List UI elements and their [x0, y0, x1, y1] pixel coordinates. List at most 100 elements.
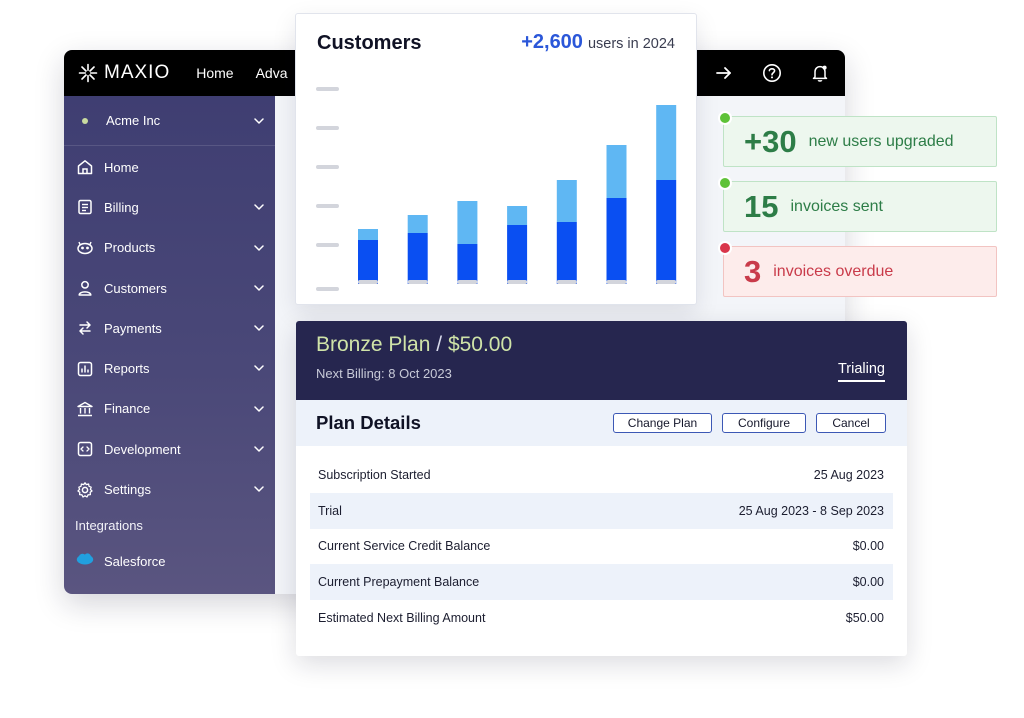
- bar-base: [407, 233, 428, 284]
- sidebar-item-finance[interactable]: Finance: [64, 389, 275, 429]
- bar-base: [656, 180, 677, 284]
- products-icon: [76, 239, 94, 257]
- configure-button[interactable]: Configure: [722, 413, 806, 433]
- chevron-down-icon: [254, 365, 264, 372]
- chart-stat: +2,600 users in 2024: [521, 31, 675, 54]
- badge-text: new users upgraded: [808, 132, 954, 150]
- bar-base: [606, 198, 627, 284]
- chart-title: Customers: [317, 32, 422, 54]
- sidebar-item-label: Products: [104, 240, 156, 256]
- table-row: Current Prepayment Balance $0.00: [310, 564, 893, 601]
- row-value: $0.00: [852, 575, 884, 590]
- plan-separator: /: [436, 333, 443, 356]
- stat-badge: 3 invoices overdue: [718, 241, 997, 297]
- plan-status-tab[interactable]: Trialing: [837, 361, 885, 382]
- development-icon: [76, 440, 94, 458]
- nav-home[interactable]: Home: [196, 65, 234, 81]
- row-value: $0.00: [852, 539, 884, 554]
- stat-badge: 15 invoices sent: [718, 176, 997, 232]
- chevron-down-icon: [254, 325, 264, 331]
- bar-added: [358, 229, 378, 240]
- badge-text: invoices overdue: [773, 262, 894, 280]
- plan-header: Bronze Plan / $50.00 Next Billing: 8 Oct…: [296, 321, 907, 400]
- maxio-logo-icon: [78, 63, 98, 83]
- sidebar-item-label: Customers: [104, 280, 167, 296]
- table-row: Estimated Next Billing Amount $50.00: [310, 600, 893, 636]
- sidebar-item-home[interactable]: Home: [64, 147, 275, 187]
- brand-name: MAXIO: [104, 62, 171, 83]
- sidebar-item-billing[interactable]: Billing: [64, 187, 275, 227]
- plan-card: Bronze Plan / $50.00 Next Billing: 8 Oct…: [296, 321, 907, 656]
- billing-icon: [76, 198, 94, 216]
- row-value: 25 Aug 2023 - 8 Sep 2023: [738, 503, 884, 518]
- nav-advanced[interactable]: Adva: [255, 65, 288, 81]
- sidebar-item-label: Payments: [104, 320, 162, 336]
- table-row: Current Service Credit Balance $0.00: [310, 529, 893, 565]
- row-label: Trial: [318, 503, 342, 518]
- customers-icon: [76, 279, 94, 297]
- sidebar-item-customers[interactable]: Customers: [64, 268, 275, 308]
- sidebar-item-label: Settings: [104, 482, 151, 498]
- customers-chart-card: Customers +2,600 users in 2024: [295, 13, 697, 305]
- payments-icon: [76, 319, 94, 337]
- sidebar-item-products[interactable]: Products: [64, 228, 275, 268]
- row-value: $50.00: [845, 611, 884, 626]
- notification-bell-icon[interactable]: [809, 62, 831, 84]
- row-label: Current Prepayment Balance: [318, 575, 480, 590]
- status-dot: [718, 111, 732, 125]
- table-row: Subscription Started 25 Aug 2023: [310, 457, 893, 493]
- bar-base: [507, 225, 528, 284]
- sidebar: Acme Inc Home Billing Products Customers Pay…: [64, 96, 275, 594]
- row-label: Subscription Started: [318, 467, 431, 482]
- chart-stat-text: users in 2024: [587, 36, 675, 52]
- sidebar-item-settings[interactable]: Settings: [64, 469, 275, 509]
- bar-added: [556, 180, 577, 222]
- bar-base: [556, 222, 577, 284]
- stat-badge: +30 new users upgraded: [718, 111, 997, 167]
- sidebar-item-label: Salesforce: [104, 554, 166, 570]
- cancel-button[interactable]: Cancel: [816, 413, 886, 433]
- next-billing: Next Billing: 8 Oct 2023: [316, 366, 452, 381]
- chevron-down-icon: [254, 486, 264, 493]
- sidebar-item-reports[interactable]: Reports: [64, 348, 275, 388]
- brand-logo[interactable]: MAXIO: [78, 62, 170, 84]
- org-switcher[interactable]: Acme Inc: [64, 96, 275, 146]
- sidebar-item-development[interactable]: Development: [64, 429, 275, 469]
- chevron-down-icon: [254, 406, 264, 412]
- bar-added: [407, 215, 428, 233]
- row-label: Current Service Credit Balance: [318, 539, 491, 554]
- chart-stat-value: +2,600: [521, 31, 583, 53]
- next-billing-date: 8 Oct 2023: [388, 366, 452, 381]
- settings-icon: [76, 481, 94, 499]
- help-icon[interactable]: [761, 62, 783, 84]
- sidebar-item-salesforce[interactable]: Salesforce: [64, 542, 275, 582]
- bar-added: [507, 206, 528, 225]
- bar-base: [358, 240, 378, 284]
- status-dot: [718, 176, 732, 190]
- sidebar-item-label: Reports: [104, 361, 150, 377]
- row-label: Estimated Next Billing Amount: [318, 611, 486, 626]
- status-dot: [718, 241, 732, 255]
- bar-added: [656, 105, 677, 180]
- chevron-down-icon: [254, 285, 264, 291]
- arrow-right-icon[interactable]: [713, 62, 735, 84]
- finance-icon: [76, 400, 94, 418]
- org-status-dot: [82, 117, 88, 124]
- badge-value: +30: [744, 123, 797, 159]
- org-name: Acme Inc: [106, 113, 161, 128]
- sidebar-item-label: Billing: [104, 199, 139, 215]
- plan-price: $50.00: [447, 333, 513, 356]
- integrations-heading: Integrations: [75, 518, 143, 534]
- plan-details-header: Plan Details Change Plan Configure Cance…: [296, 400, 907, 446]
- topbar-actions: [713, 50, 831, 96]
- badge-text: invoices sent: [790, 197, 883, 215]
- sidebar-item-payments[interactable]: Payments: [64, 308, 275, 348]
- salesforce-icon: [76, 552, 94, 571]
- plan-details-table: Subscription Started 25 Aug 2023 Trial 25 A…: [310, 457, 893, 636]
- sidebar-menu: Home Billing Products Customers Payments Repo…: [64, 146, 275, 510]
- plan-title: Bronze Plan / $50.00: [316, 333, 512, 357]
- bar-added: [606, 145, 627, 198]
- change-plan-button[interactable]: Change Plan: [613, 413, 712, 433]
- bar-base: [457, 244, 478, 284]
- next-billing-label: Next Billing:: [316, 366, 385, 381]
